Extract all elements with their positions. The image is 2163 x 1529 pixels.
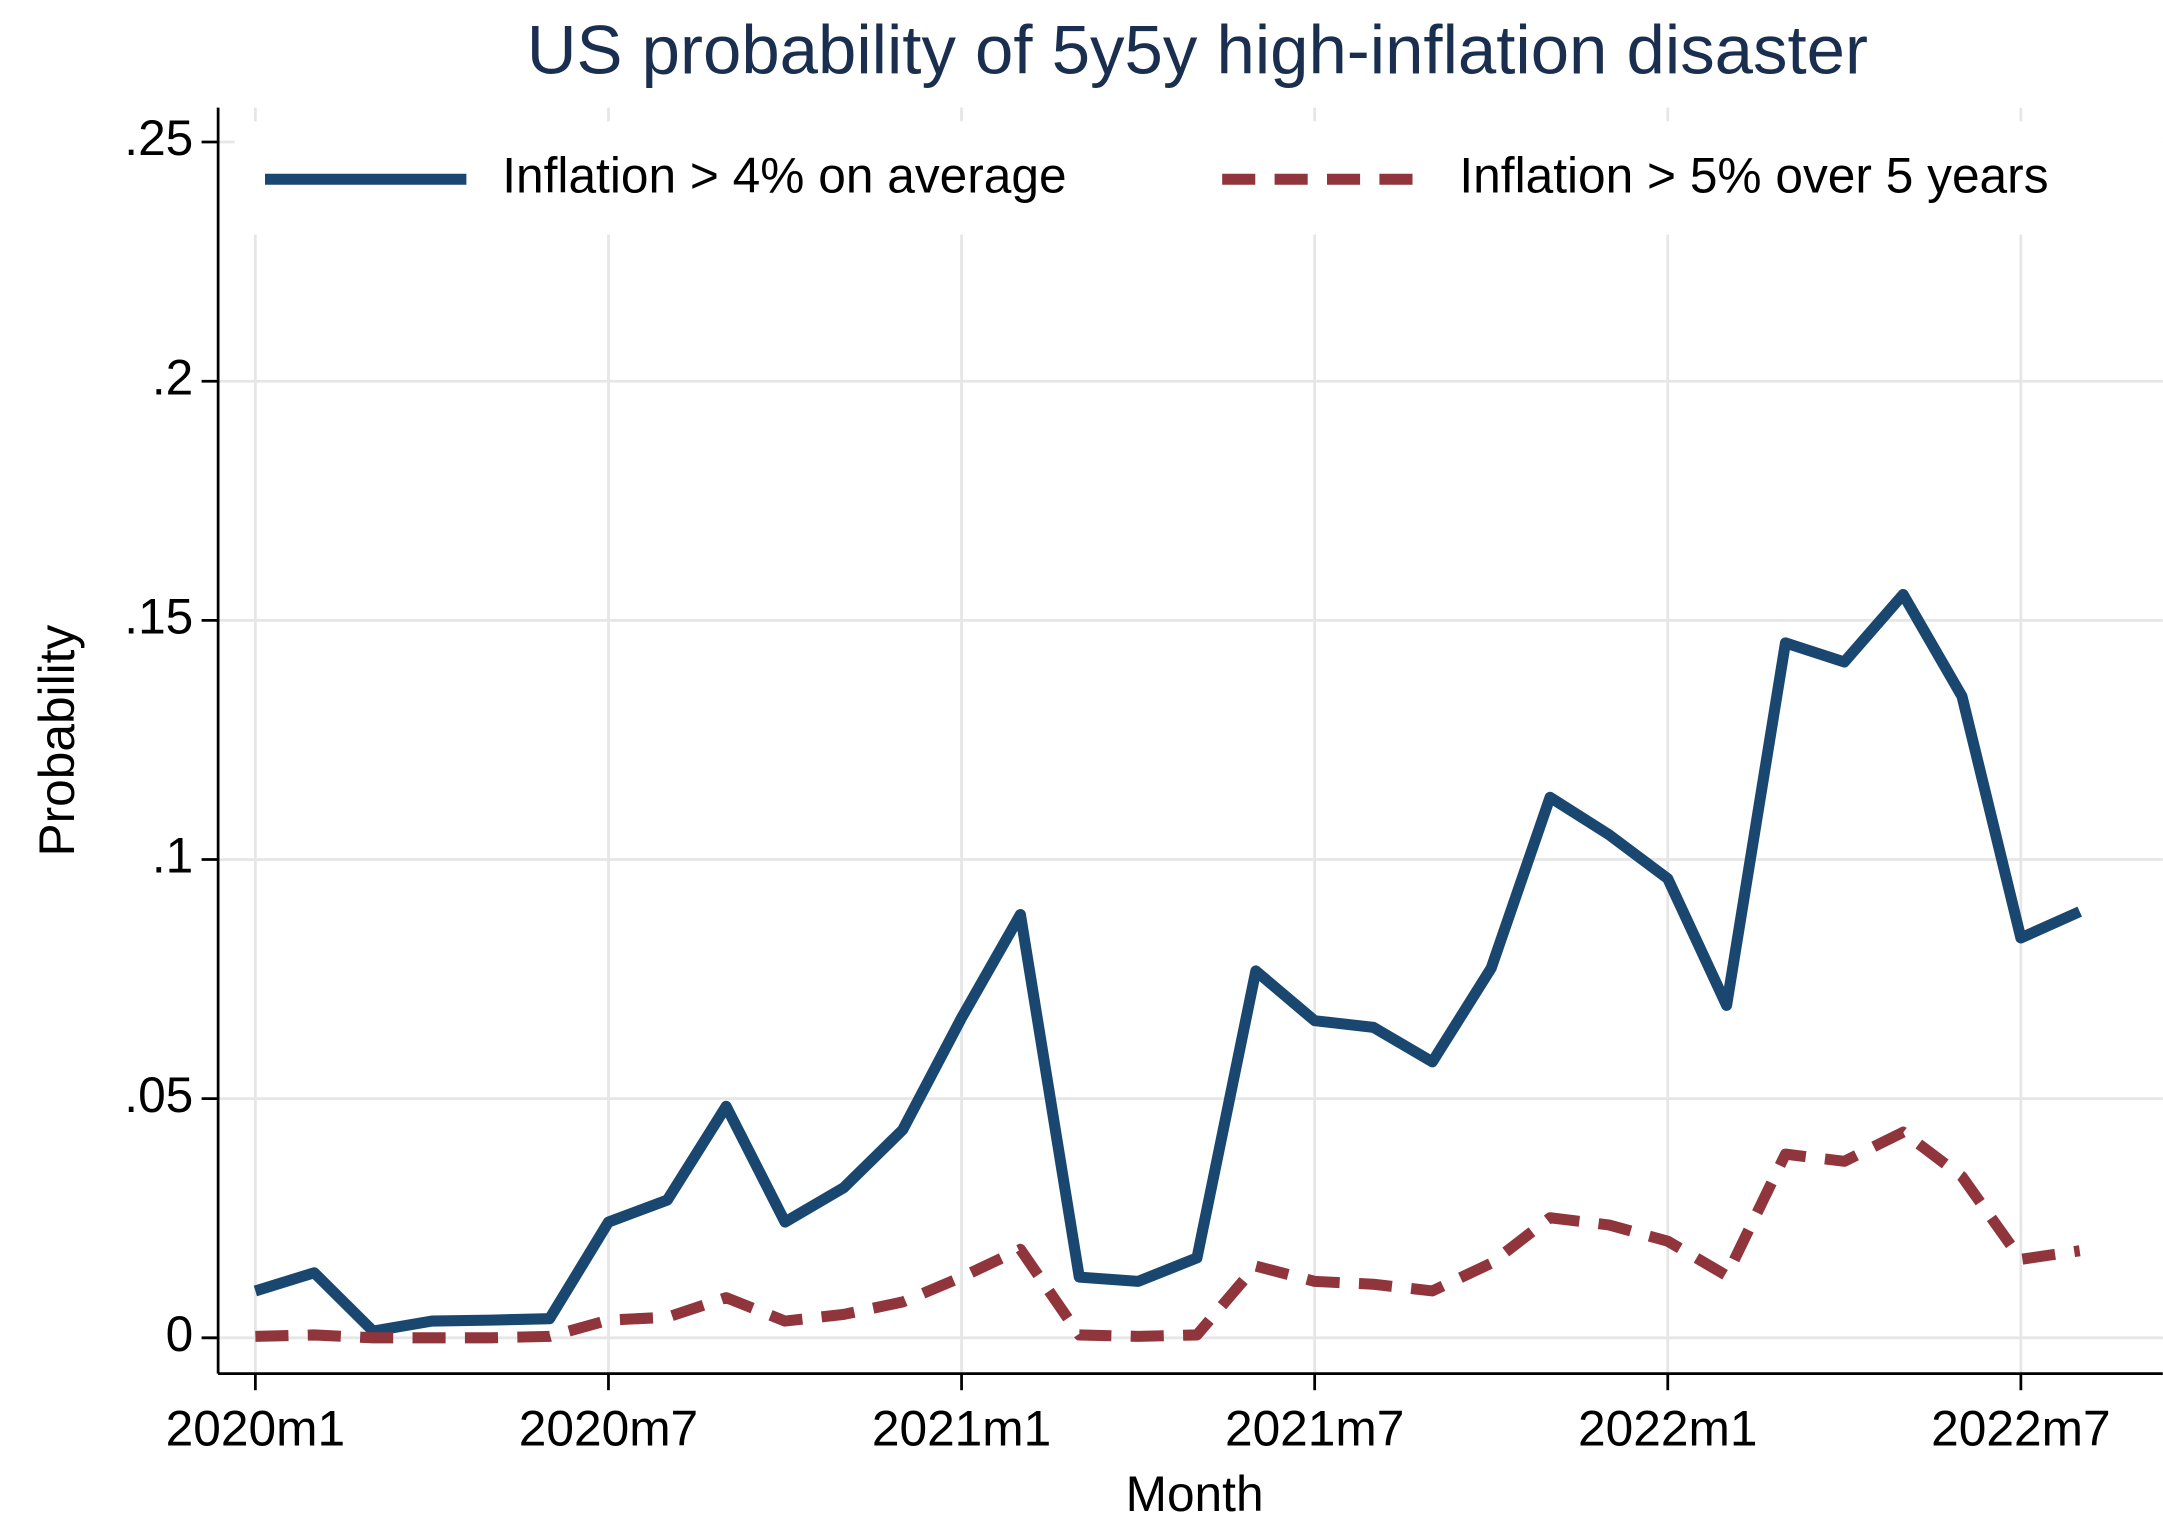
- y-tick-label: .15: [124, 588, 193, 644]
- y-tick-label: .2: [152, 349, 193, 405]
- y-tick-label: 0: [166, 1306, 194, 1362]
- y-tick-label: .05: [124, 1067, 193, 1123]
- x-tick-label: 2020m1: [166, 1400, 345, 1456]
- x-tick-label: 2020m7: [519, 1400, 698, 1456]
- y-tick-label: .1: [152, 828, 193, 884]
- series-line: [253, 589, 2082, 1337]
- x-axis-label: Month: [1126, 1466, 1264, 1522]
- y-tick-label: .25: [124, 110, 193, 166]
- legend-box: [234, 121, 2163, 235]
- y-axis-label: Probability: [29, 625, 85, 857]
- x-tick-label: 2021m7: [1225, 1400, 1404, 1456]
- x-tick-label: 2021m1: [872, 1400, 1051, 1456]
- legend-label: Inflation > 4% on average: [502, 147, 1066, 203]
- chart-title: US probability of 5y5y high-inflation di…: [527, 11, 1868, 88]
- x-tick-label: 2022m7: [1931, 1400, 2110, 1456]
- x-tick-label: 2022m1: [1578, 1400, 1757, 1456]
- legend-label: Inflation > 5% over 5 years: [1459, 147, 2048, 203]
